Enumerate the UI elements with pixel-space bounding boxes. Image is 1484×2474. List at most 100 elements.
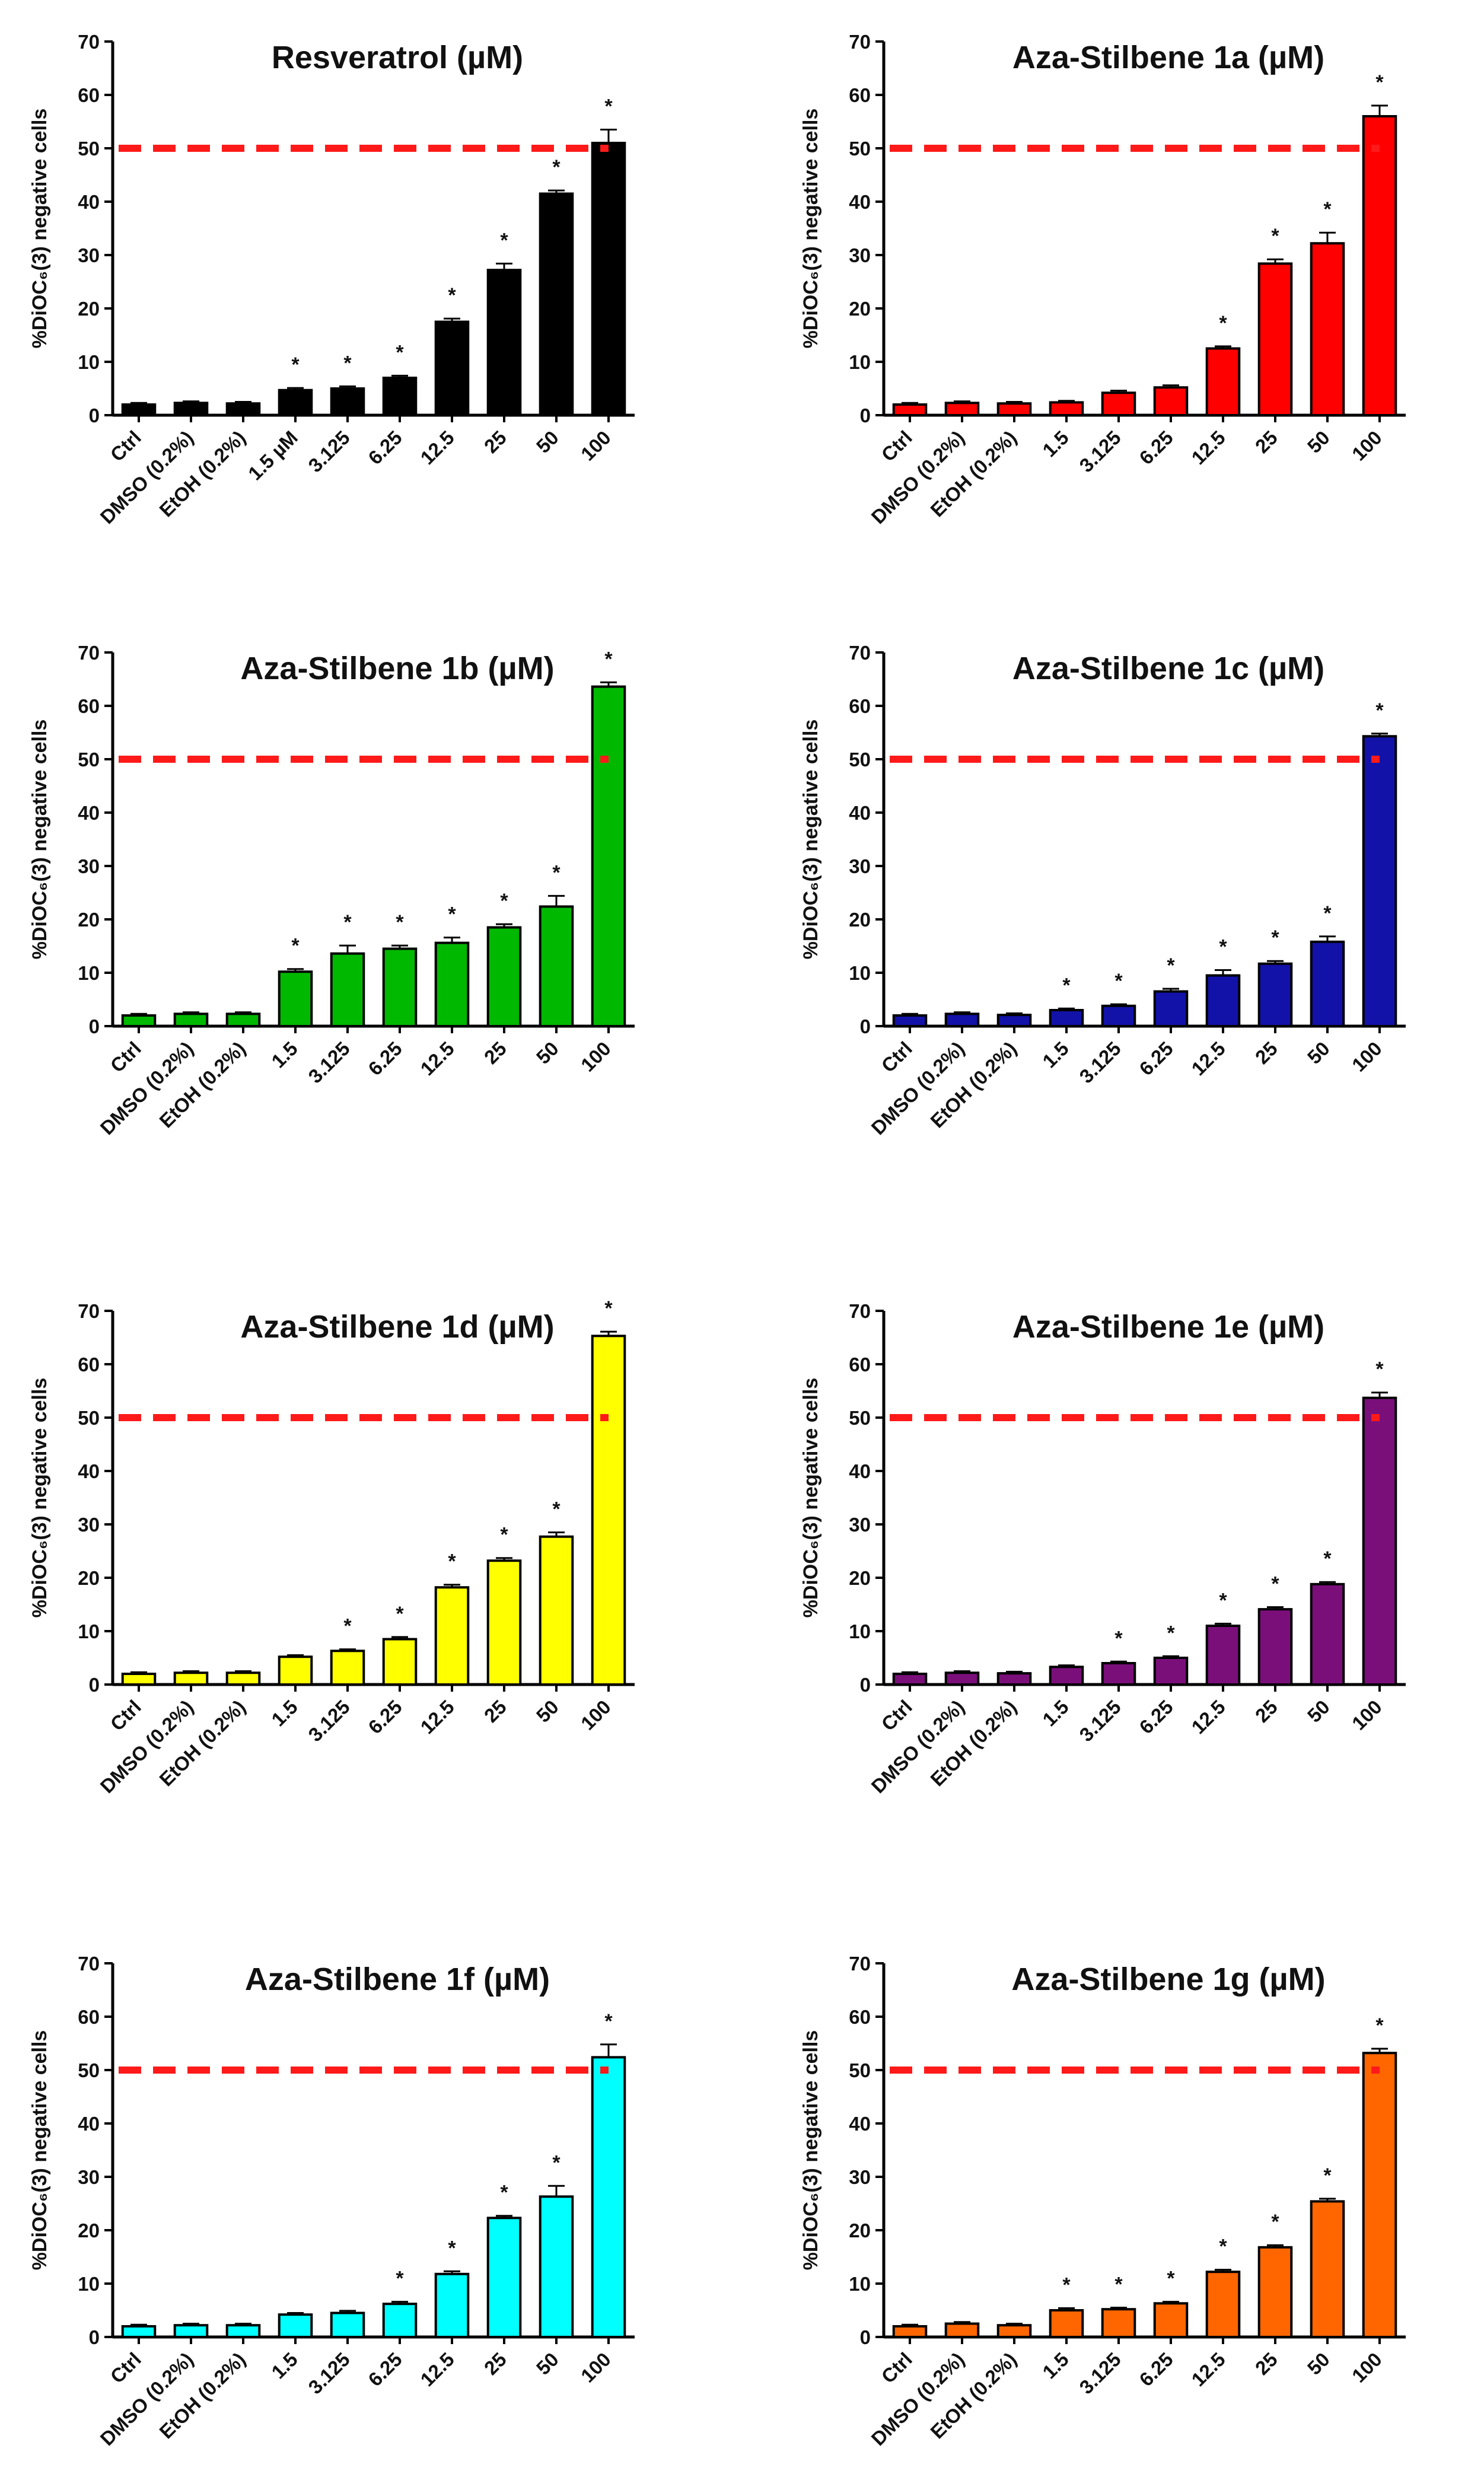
bar	[1205, 2271, 1241, 2339]
significance-marker: *	[1219, 936, 1227, 959]
bar	[330, 387, 365, 416]
bar	[591, 1335, 626, 1686]
x-tick-label: 1.5	[1038, 2348, 1073, 2383]
x-tick-label: DMSO (0.2%)	[96, 2348, 198, 2450]
x-tick-label: 3.125	[304, 1037, 354, 1088]
x-tick-label: 50	[1303, 2348, 1334, 2379]
y-tick-label: 0	[860, 405, 871, 426]
x-tick-label: DMSO (0.2%)	[96, 426, 198, 528]
x-tick-label: Ctrl	[106, 2348, 145, 2387]
y-tick-label: 0	[89, 405, 100, 426]
y-tick-label: 30	[78, 2166, 100, 2188]
x-tick-label: 6.25	[1135, 1696, 1177, 1739]
y-tick-label: 50	[849, 138, 871, 160]
bar	[1362, 1396, 1397, 1686]
bar	[1049, 2309, 1084, 2338]
x-tick-label: 3.125	[304, 426, 354, 477]
y-tick-label: 50	[78, 138, 100, 160]
bar	[1310, 242, 1345, 416]
significance-marker: *	[552, 156, 561, 179]
chart-panel-aza-stilbene-1e: Aza-Stilbene 1e (µM) %DiOC₆(3) negative c…	[800, 1300, 1406, 1797]
bar	[278, 970, 313, 1028]
bar	[539, 905, 574, 1027]
significance-marker: *	[1271, 1573, 1279, 1596]
y-tick-label: 50	[849, 749, 871, 770]
significance-marker: *	[1375, 2014, 1384, 2037]
y-tick-label: 60	[78, 695, 100, 717]
x-tick-label: 100	[577, 426, 615, 465]
bar	[996, 402, 1032, 417]
x-tick-label: 1.5	[267, 1696, 302, 1731]
y-tick-label: 50	[78, 749, 100, 770]
x-tick-label: 25	[480, 1696, 511, 1727]
y-axis-label: %DiOC₆(3) negative cells	[28, 109, 51, 349]
x-tick-label: 6.25	[1135, 1037, 1177, 1080]
y-tick-label: 30	[849, 855, 871, 877]
bar	[892, 2325, 928, 2338]
y-tick-label: 50	[849, 2059, 871, 2081]
x-tick-label: 12.5	[1187, 2348, 1230, 2391]
bar	[1257, 962, 1293, 1028]
y-tick-label: 60	[849, 2006, 871, 2028]
bar	[1101, 1004, 1136, 1027]
bar	[892, 403, 928, 416]
significance-marker: *	[1323, 198, 1332, 221]
bar	[1362, 2052, 1397, 2338]
chart-title: Resveratrol (µM)	[272, 40, 523, 75]
y-axis-label: %DiOC₆(3) negative cells	[800, 719, 822, 960]
y-tick-label: 30	[78, 1514, 100, 1536]
y-tick-label: 30	[78, 855, 100, 877]
x-tick-label: 100	[577, 2348, 615, 2387]
bar	[996, 1014, 1032, 1027]
bar	[1153, 2302, 1189, 2338]
x-tick-label: 1.5 µM	[244, 426, 302, 485]
bar	[944, 1671, 980, 1686]
chart-panel-aza-stilbene-1c: Aza-Stilbene 1c (µM) %DiOC₆(3) negative c…	[800, 642, 1406, 1139]
chart-title: Aza-Stilbene 1f (µM)	[245, 1962, 550, 1997]
x-tick-label: Ctrl	[106, 1037, 145, 1077]
bar	[382, 1638, 418, 1686]
bar	[225, 402, 261, 417]
y-tick-label: 10	[78, 962, 100, 984]
y-axis-label: %DiOC₆(3) negative cells	[800, 1378, 822, 1618]
bar	[382, 377, 418, 416]
bar	[1310, 940, 1345, 1027]
bar	[225, 2324, 261, 2339]
x-tick-label: 100	[1348, 426, 1386, 465]
significance-marker: *	[1167, 954, 1175, 977]
significance-marker: *	[343, 911, 352, 934]
y-tick-label: 70	[78, 31, 100, 53]
bar	[1257, 2246, 1293, 2338]
bar	[1257, 262, 1293, 416]
bar	[486, 1559, 522, 1686]
y-tick-label: 10	[78, 1620, 100, 1642]
bar	[173, 2324, 209, 2339]
y-tick-label: 0	[89, 2326, 100, 2348]
x-tick-label: 100	[577, 1037, 615, 1076]
bar	[1362, 735, 1397, 1028]
significance-marker: *	[291, 354, 300, 376]
y-axis-label: %DiOC₆(3) negative cells	[28, 1378, 51, 1618]
chart-title: Aza-Stilbene 1c (µM)	[1012, 651, 1324, 686]
bar	[591, 142, 626, 416]
bar	[539, 1535, 574, 1686]
bar	[539, 2195, 574, 2338]
x-tick-label: 3.125	[304, 2348, 354, 2399]
bar	[1049, 401, 1084, 417]
x-tick-label: Ctrl	[106, 426, 145, 466]
bar	[486, 2217, 522, 2338]
y-tick-label: 20	[849, 298, 871, 320]
significance-marker: *	[1271, 225, 1279, 247]
y-tick-label: 40	[849, 1460, 871, 1482]
chart-title: Aza-Stilbene 1b (µM)	[240, 651, 554, 686]
y-tick-label: 60	[78, 2006, 100, 2028]
bar	[944, 2322, 980, 2338]
chart-panel-aza-stilbene-1g: Aza-Stilbene 1g (µM) %DiOC₆(3) negative c…	[800, 1953, 1406, 2450]
x-tick-label: 3.125	[1075, 2348, 1125, 2399]
y-tick-label: 70	[78, 1953, 100, 1975]
significance-marker: *	[500, 1524, 508, 1546]
y-tick-label: 60	[849, 695, 871, 717]
bar	[486, 926, 522, 1027]
significance-marker: *	[1062, 974, 1071, 996]
y-tick-label: 50	[78, 1407, 100, 1429]
